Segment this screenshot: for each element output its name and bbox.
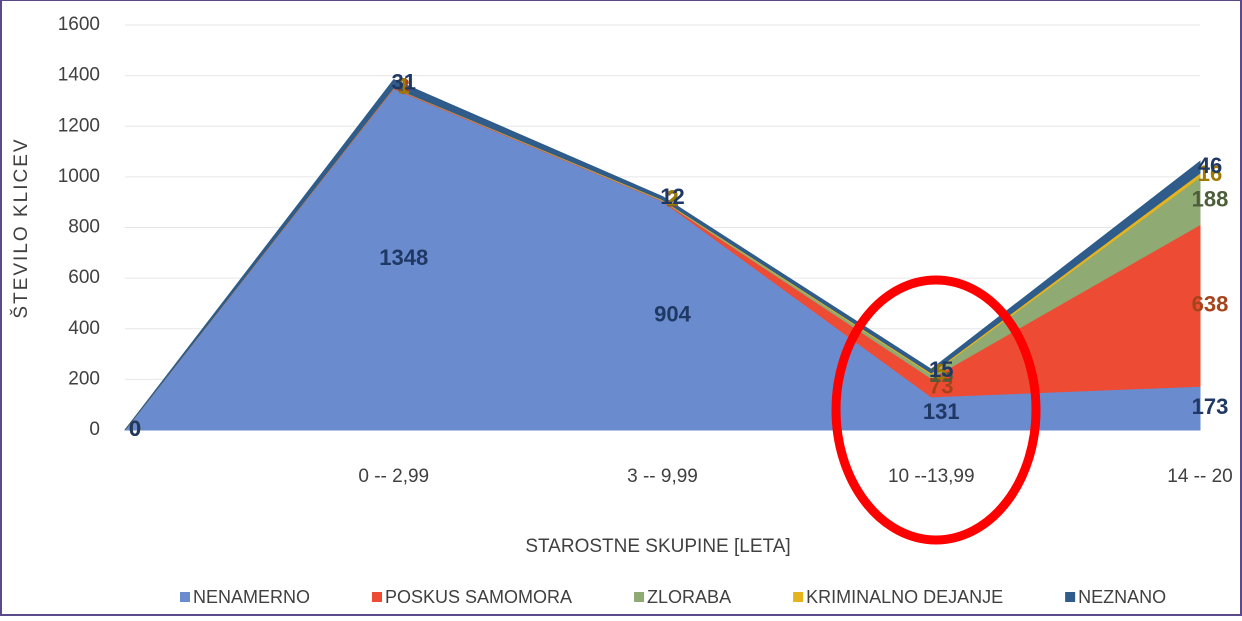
data-label: 15 <box>929 357 953 382</box>
data-label: 31 <box>392 69 416 94</box>
data-label: 1 <box>398 73 410 98</box>
data-label: 46 <box>1198 153 1222 178</box>
data-label: 0 <box>129 416 141 441</box>
data-label: 1 <box>398 74 410 99</box>
data-label: 131 <box>923 399 960 424</box>
data-label: 1348 <box>379 245 428 270</box>
data-label: 0 <box>129 416 141 441</box>
x-tick-label: 0 -- 2,99 <box>358 466 429 487</box>
data-label: 5 <box>935 359 947 384</box>
legend-swatch <box>372 592 383 602</box>
legend-label: ZLORABA <box>647 587 731 607</box>
data-label: 904 <box>654 301 691 326</box>
data-label: 3 <box>398 74 410 99</box>
x-axis-title: STAROSTNE SKUPINE [LETA] <box>525 536 790 557</box>
data-label: 2 <box>666 186 678 211</box>
legend-swatch <box>1065 592 1076 602</box>
legend-swatch <box>180 592 190 602</box>
legend-label: KRIMINALNO DEJANJE <box>806 587 1003 607</box>
data-label: 73 <box>929 373 953 398</box>
area <box>124 79 1201 431</box>
legend-swatch <box>634 592 645 602</box>
y-tick-label: 200 <box>68 368 100 389</box>
x-tick-label: 10 --13,99 <box>888 466 975 487</box>
data-label: 188 <box>1192 187 1229 212</box>
x-tick-label: 3 -- 9,99 <box>627 466 698 487</box>
data-label: 16 <box>1198 161 1222 186</box>
data-label: 0 <box>129 416 141 441</box>
legend-label: NENAMERNO <box>193 587 310 607</box>
y-tick-label: 400 <box>68 318 100 339</box>
y-tick-label: 1600 <box>58 14 100 35</box>
x-tick-label: 14 -- 20 <box>1167 466 1232 487</box>
y-tick-label: 1000 <box>58 166 100 187</box>
data-label: 173 <box>1192 394 1229 419</box>
data-label: 2 <box>666 186 678 211</box>
y-tick-label: 0 <box>89 419 100 440</box>
data-label: 2 <box>666 187 678 212</box>
y-tick-label: 600 <box>68 267 100 288</box>
y-axis-title: ŠTEVILO KLICEV <box>10 137 32 318</box>
y-tick-label: 1400 <box>58 65 100 86</box>
data-label: 12 <box>660 184 684 209</box>
highlight-circle <box>831 275 1041 545</box>
legend-label: POSKUS SAMOMORA <box>385 587 572 607</box>
data-label: 638 <box>1192 291 1229 316</box>
legend-label: NEZNANO <box>1078 587 1166 607</box>
data-label: 16 <box>929 362 953 387</box>
plot: 0 200 400 600 800 1000 1200 1400 1600 0 -- 2,99 3 … <box>58 14 1233 487</box>
data-label: 0 <box>129 416 141 441</box>
y-tick-label: 800 <box>68 217 100 238</box>
data-label: 0 <box>129 416 141 441</box>
legend-swatch <box>793 592 804 602</box>
y-tick-label: 1200 <box>58 115 100 136</box>
